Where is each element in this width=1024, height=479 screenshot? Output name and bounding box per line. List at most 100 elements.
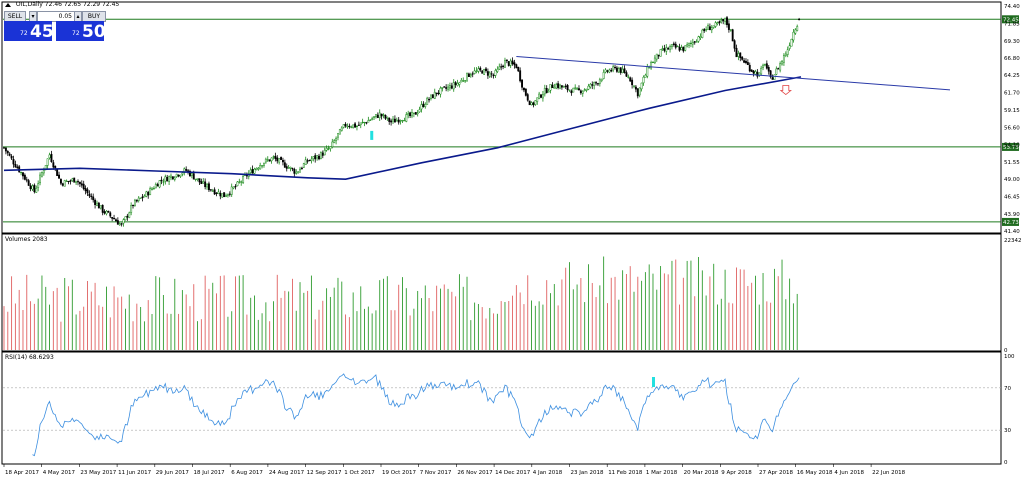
candle-body [515, 64, 518, 69]
candle-body [545, 88, 548, 94]
candle-body [638, 87, 641, 96]
candle-body [22, 172, 24, 177]
date-axis-label: 4 Jan 2018 [533, 470, 563, 476]
sell-price-large: 45 [30, 22, 54, 42]
sell-price-box[interactable]: 72 45 [4, 21, 54, 42]
candle-body [384, 115, 387, 119]
buy-price-box[interactable]: 72 50 [56, 21, 106, 42]
candle-body [149, 188, 152, 196]
candle-body [261, 165, 264, 167]
candle-body [139, 197, 142, 199]
candle-body [217, 191, 220, 194]
cyan-marker [370, 130, 374, 140]
candle-body [623, 68, 626, 73]
date-axis-label: 24 Aug 2017 [269, 470, 305, 476]
candle-body [116, 220, 119, 225]
candle-body [356, 125, 358, 127]
candle-body [653, 57, 656, 64]
candle-body [94, 199, 97, 205]
candle-body [31, 185, 34, 190]
candle-body [71, 178, 74, 181]
candle-body [173, 177, 176, 180]
candle-body [143, 195, 146, 198]
candle-body [200, 181, 203, 184]
candle-body [790, 38, 793, 47]
rsi-label: RSI(14) 68.6293 [5, 354, 54, 361]
candle-body [775, 68, 778, 75]
candle-body [458, 82, 461, 85]
rsi-axis-label: 0 [1004, 460, 1008, 466]
candle-body [228, 193, 231, 195]
candle-body [407, 113, 410, 116]
candle-body [597, 83, 599, 85]
candle-body [693, 41, 696, 43]
candle-body [156, 184, 159, 187]
candle-body [634, 86, 637, 90]
candle-body [304, 159, 307, 165]
candle-body [765, 63, 768, 69]
candle-body [20, 171, 23, 174]
candle-body [433, 91, 436, 99]
candle-body [485, 68, 487, 71]
date-axis-label: 19 Oct 2017 [382, 470, 417, 476]
candle-body [225, 195, 227, 197]
candle-body [739, 52, 742, 59]
sell-price-small: 72 [20, 30, 28, 37]
candle-body [226, 193, 229, 197]
candle-body [524, 88, 527, 96]
candle-body [92, 196, 95, 201]
candle-body [151, 188, 153, 190]
candle-body [657, 54, 660, 57]
candle-body [587, 85, 590, 90]
price-axis-label: 74.40 [1004, 4, 1020, 10]
candle-body [133, 199, 136, 206]
candle-body [454, 82, 457, 86]
candle-body [642, 76, 645, 84]
candle-body [401, 120, 404, 122]
candle-body [671, 44, 673, 48]
candle-body [551, 84, 554, 88]
candle-body [726, 17, 728, 26]
candle-body [137, 197, 140, 201]
candle-body [735, 47, 738, 58]
candle-body [604, 69, 607, 73]
volume-axis-label: 22342 [1004, 238, 1022, 244]
candle-body [50, 153, 53, 162]
candle-body [784, 53, 787, 56]
candle-body [437, 92, 440, 94]
candle-body [346, 125, 349, 128]
candle-body [614, 66, 616, 69]
candle-body [655, 53, 658, 60]
candle-body [760, 67, 763, 75]
candle-body [786, 49, 789, 55]
candle-body [788, 45, 791, 49]
candle-body [557, 83, 560, 88]
candle-body [3, 147, 5, 149]
candle-body [179, 174, 182, 177]
candle-body [302, 163, 305, 168]
candle-body [90, 195, 93, 198]
price-axis-label: 46.45 [1004, 195, 1020, 201]
candle-body [420, 104, 423, 110]
candle-body [113, 218, 116, 220]
candle-body [23, 174, 26, 180]
date-axis-label: 6 Aug 2017 [231, 470, 263, 476]
candle-body [310, 158, 313, 161]
candle-body [505, 59, 508, 62]
candle-body [583, 89, 586, 91]
candle-body [555, 84, 558, 89]
date-axis-label: 9 Apr 2018 [721, 470, 752, 476]
candle-body [130, 205, 133, 213]
candle-body [323, 149, 326, 156]
candle-body [33, 184, 36, 193]
candle-body [466, 72, 468, 82]
candle-body [752, 70, 755, 74]
candle-body [500, 66, 503, 68]
candle-body [538, 93, 541, 99]
candle-body [211, 190, 214, 192]
candle-body [268, 159, 271, 162]
candle-body [608, 69, 611, 73]
candle-body [492, 74, 495, 77]
candle-body [481, 70, 484, 74]
